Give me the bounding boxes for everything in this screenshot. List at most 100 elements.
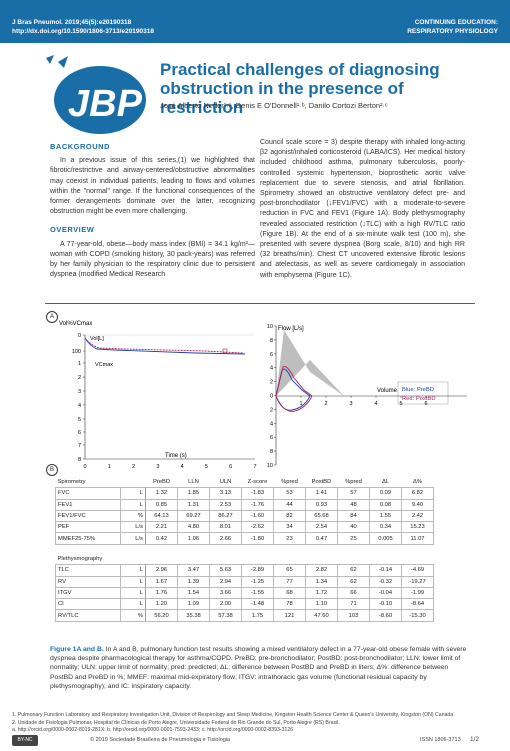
section-line1: CONTINUING EDUCATION: bbox=[414, 19, 498, 26]
table-cell: 3.13 bbox=[209, 487, 242, 500]
fv-y-tick-label: 6 bbox=[270, 352, 273, 358]
vt-y-tick-label: 6 bbox=[78, 430, 81, 436]
vt-y-ticks: 0 100 1 2 3 4 5 6 7 8 bbox=[72, 333, 85, 463]
fv-y-tick-label: 0 bbox=[270, 394, 273, 400]
vt-y-tick-label: 8 bbox=[78, 457, 81, 463]
vt-y-tick-label: 1 bbox=[78, 361, 81, 367]
table-cell: 1.32 bbox=[145, 487, 178, 500]
table-cell: 0.93 bbox=[305, 498, 338, 511]
vt-end-marker bbox=[222, 348, 228, 354]
panel-a-label: A bbox=[46, 311, 58, 323]
fv-legend-prebd: Blue: PreBD bbox=[402, 387, 434, 393]
table-cell: 2.66 bbox=[209, 532, 242, 545]
column-header: Z-score bbox=[247, 479, 268, 486]
right-column: Council scale score = 3) despite therapy… bbox=[260, 138, 465, 287]
table-cell: 65 bbox=[273, 564, 306, 577]
row-label: FEV1/FVC bbox=[55, 509, 121, 523]
table-cell: 44 bbox=[273, 498, 306, 511]
table-cell: 1.31 bbox=[177, 498, 210, 511]
table-cell: 40 bbox=[337, 521, 370, 534]
table-row: TLC L 2.96 3.47 5.63 -2.89 65 2.82 62 -0.14 -4.69 bbox=[55, 564, 434, 577]
fv-x-tick-label: 5 bbox=[399, 401, 402, 407]
table-cell: -1.76 bbox=[241, 498, 274, 511]
fv-prebd-inspiratory bbox=[275, 395, 311, 411]
table-cell: 0.85 bbox=[145, 498, 178, 511]
table-cell: 47.60 bbox=[305, 609, 338, 622]
vt-curves bbox=[84, 337, 246, 355]
fv-x-tick-label: 3 bbox=[349, 401, 352, 407]
vt-x-tick-label: 4 bbox=[181, 464, 184, 470]
jbp-logo: JBP bbox=[46, 55, 146, 134]
column-header bbox=[274, 554, 306, 565]
row-label: FEV1 bbox=[55, 498, 121, 511]
plethysmography-table: Plethysmography TLC L 2.96 3.47 5.63 -2.89 65 2.… bbox=[55, 554, 434, 622]
table-cell: 6.82 bbox=[401, 487, 434, 500]
table-header-row: Plethysmography bbox=[56, 554, 434, 565]
logo-disc bbox=[54, 66, 146, 134]
table-cell: -19.27 bbox=[401, 575, 434, 588]
section-divider bbox=[45, 303, 475, 304]
fv-postbd-expiratory bbox=[275, 366, 313, 397]
figure-caption: Figure 1A and B. In A and B, pulmonary f… bbox=[50, 645, 470, 691]
fv-y-tick-label: 4 bbox=[270, 421, 273, 427]
table-cell: -1.60 bbox=[241, 509, 274, 523]
column-header bbox=[402, 554, 434, 565]
fv-y-tick-label: 8 bbox=[270, 338, 273, 344]
table-cell: 5.63 bbox=[209, 564, 242, 577]
citation-line: J Bras Pneumol. 2019;45(5):e20190318 bbox=[12, 19, 132, 26]
column-header bbox=[338, 554, 370, 565]
table-cell: 1.55 bbox=[369, 509, 402, 523]
table-cell: 1.72 bbox=[305, 586, 338, 600]
footnote-orcid[interactable]: a. http://orcid.org/0000-0002-8019-281X;… bbox=[12, 727, 294, 733]
table-cell: 2.00 bbox=[209, 598, 242, 611]
vt-y-axis-label: Vol%VCmax bbox=[59, 321, 92, 327]
table-cell: 78 bbox=[273, 598, 306, 611]
doi-link[interactable]: http://dx.doi.org/10.1590/1806-3713/e201… bbox=[12, 28, 154, 35]
table-cell: -0.32 bbox=[369, 575, 402, 588]
column-header: %pred bbox=[345, 479, 362, 486]
license-badge[interactable]: BY-NC bbox=[12, 735, 38, 746]
section-label: CONTINUING EDUCATION: RESPIRATORY PHYSIO… bbox=[407, 18, 498, 36]
table-cell: -15.30 bbox=[401, 609, 434, 622]
background-heading: BACKGROUND bbox=[50, 142, 110, 151]
column-header: PostBD bbox=[311, 479, 332, 486]
table-cell: 1.34 bbox=[305, 575, 338, 588]
panel-b-label: B bbox=[46, 464, 58, 476]
table-cell: 1.06 bbox=[177, 532, 210, 545]
column-header: ULN bbox=[219, 479, 232, 486]
table-cell: 0.005 bbox=[369, 532, 402, 545]
table-cell: 2.42 bbox=[401, 509, 434, 523]
row-unit: L/s bbox=[120, 521, 146, 534]
row-unit: L/s bbox=[120, 532, 146, 545]
row-label: RV bbox=[55, 575, 121, 588]
table-cell: -8.60 bbox=[369, 609, 402, 622]
overview-text: A 77-year-old, obese—body mass index (BM… bbox=[50, 240, 255, 279]
table-cell: 57 bbox=[337, 487, 370, 500]
table-cell: -1.80 bbox=[241, 532, 274, 545]
vt-x-tick-label: 1 bbox=[108, 464, 111, 470]
table-cell: -0.04 bbox=[369, 586, 402, 600]
vt-x-tick-label: 5 bbox=[205, 464, 208, 470]
fv-y-tick-label: 8 bbox=[270, 449, 273, 455]
background-text: In a previous issue of this series,(1) w… bbox=[50, 157, 255, 216]
table-cell: -1.48 bbox=[241, 598, 274, 611]
table-cell: -0.14 bbox=[369, 564, 402, 577]
vt-y-tick-label: 5 bbox=[78, 417, 81, 423]
table-cell: 1.76 bbox=[145, 586, 178, 600]
fv-y-tick-label: 10 bbox=[267, 324, 273, 330]
row-unit: % bbox=[120, 509, 146, 523]
table-cell: -2.89 bbox=[241, 564, 274, 577]
row-label: CI bbox=[55, 598, 121, 611]
table-cell: 0.08 bbox=[369, 498, 402, 511]
table-cell: 0.42 bbox=[145, 532, 178, 545]
table-row: MMEF25-75% L/s 0.42 1.06 2.66 -1.80 23 0.47 25 0.… bbox=[55, 532, 434, 545]
table-row: RV L 1.67 1.39 2.94 -1.25 77 1.34 62 -0.32 -19.27 bbox=[55, 575, 434, 588]
table-cell: 68 bbox=[273, 586, 306, 600]
fv-y-axis-label: Flow [L/s] bbox=[278, 326, 304, 332]
fv-x-tick-label: 2 bbox=[324, 401, 327, 407]
column-header: Δ% bbox=[412, 479, 423, 486]
row-label: FVC bbox=[55, 487, 121, 500]
table-cell: 53 bbox=[273, 487, 306, 500]
table-cell: 15.23 bbox=[401, 521, 434, 534]
spirometry-table: Spirometry PreBD LLN ULN Z-score %pred PostBD%… bbox=[55, 477, 434, 545]
